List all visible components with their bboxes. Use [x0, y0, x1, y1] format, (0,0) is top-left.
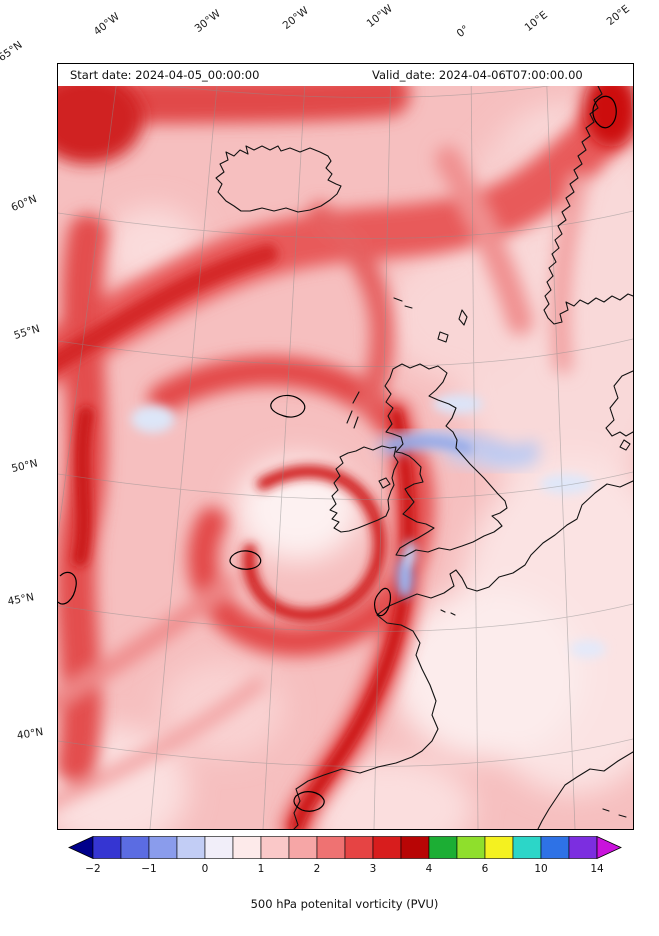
- colorbar-tick: 1: [257, 863, 265, 875]
- colorbar-segment: [92, 836, 122, 859]
- colorbar-tick: 4: [425, 863, 433, 875]
- lon-tick-10e: 10°E: [522, 8, 550, 34]
- colorbar-segment: [428, 836, 458, 859]
- coastlines: [215, 77, 633, 829]
- colorbar-segment: [260, 836, 290, 859]
- colorbar-tick: −1: [141, 863, 157, 875]
- lat-tick-50n: 50°N: [10, 457, 39, 475]
- colorbar-ticks: −2 −1 0 1 2 3 4 6 10 14: [68, 863, 622, 877]
- colorbar-segment: [204, 836, 234, 859]
- colorbar-under-arrow: [68, 835, 94, 860]
- colorbar-tick: 10: [534, 863, 548, 875]
- pv-map-plot: [58, 64, 633, 829]
- lon-tick-10w: 10°W: [364, 2, 395, 31]
- colorbar-segment: [456, 836, 486, 859]
- lat-tick-40n: 40°N: [16, 726, 45, 742]
- colorbar-segment: [148, 836, 178, 859]
- map-frame: Start date: 2024-04-05_00:00:00 Valid_da…: [57, 63, 634, 830]
- colorbar-segment: [372, 836, 402, 859]
- valid-date-label: Valid_date: 2024-04-06T07:00:00.00: [372, 68, 583, 82]
- colorbar-segment: [400, 836, 430, 859]
- colorbar-tick: 6: [481, 863, 489, 875]
- lon-tick-20e: 20°E: [604, 2, 632, 28]
- colorbar-segment: [120, 836, 150, 859]
- colorbar-segment: [540, 836, 570, 859]
- colorbar-segment: [232, 836, 262, 859]
- colorbar-tick: 14: [590, 863, 604, 875]
- lon-tick-40w: 40°W: [91, 10, 122, 38]
- annotation-strip: Start date: 2024-04-05_00:00:00 Valid_da…: [58, 64, 633, 86]
- colorbar-segment: [344, 836, 374, 859]
- colorbar: [68, 835, 622, 860]
- lon-tick-0: 0°: [454, 23, 472, 40]
- pv-blue-cores: [131, 394, 606, 658]
- figure-caption: 500 hPa potenital vorticity (PVU): [250, 897, 439, 911]
- colorbar-segment: [288, 836, 318, 859]
- colorbar-bar: [68, 835, 622, 860]
- lat-tick-60n: 60°N: [9, 192, 39, 214]
- lat-tick-55n: 55°N: [12, 322, 42, 342]
- colorbar-segment: [512, 836, 542, 859]
- pv-darkred-blobs: [58, 71, 633, 164]
- colorbar-segment: [568, 836, 598, 859]
- lat-tick-65n: 65°N: [0, 38, 25, 64]
- start-date-label: Start date: 2024-04-05_00:00:00: [70, 68, 260, 82]
- lon-tick-20w: 20°W: [280, 4, 311, 33]
- pv-contour-rings: [58, 95, 617, 812]
- colorbar-over-arrow: [596, 835, 622, 860]
- colorbar-segment: [176, 836, 206, 859]
- colorbar-tick: 3: [369, 863, 377, 875]
- graticule: [58, 64, 633, 829]
- colorbar-tick: −2: [85, 863, 101, 875]
- colorbar-tick: 0: [201, 863, 209, 875]
- lat-tick-45n: 45°N: [6, 591, 35, 608]
- colorbar-segment: [484, 836, 514, 859]
- colorbar-tick: 2: [313, 863, 321, 875]
- lon-tick-30w: 30°W: [192, 7, 223, 36]
- colorbar-segment: [316, 836, 346, 859]
- pv-darkred-cores: [58, 244, 415, 829]
